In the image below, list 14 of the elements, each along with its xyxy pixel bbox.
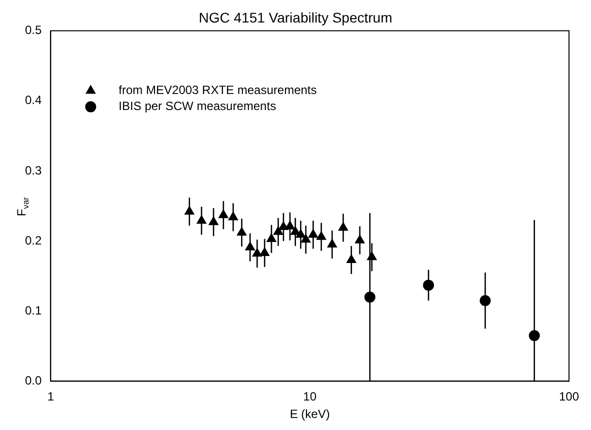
- y-tick-label: 0.1: [24, 303, 42, 318]
- x-tick-label: 100: [558, 390, 580, 404]
- x-axis-title: E (keV): [290, 407, 330, 422]
- legend-label: IBIS per SCW measurements: [118, 99, 276, 114]
- x-tick-label: 10: [303, 390, 317, 404]
- y-tick-label: 0.2: [24, 233, 42, 248]
- chart-title: NGC 4151 Variability Spectrum: [198, 9, 392, 26]
- legend-label: from MEV2003 RXTE measurements: [118, 83, 317, 98]
- y-tick-label: 0.4: [24, 93, 42, 108]
- y-axis-title: Fvar: [14, 197, 31, 216]
- y-tick-label: 0.3: [24, 163, 42, 178]
- x-tick-label: 1: [47, 390, 54, 404]
- y-tick-label: 0.5: [24, 23, 42, 38]
- y-tick-label: 0.0: [24, 374, 42, 388]
